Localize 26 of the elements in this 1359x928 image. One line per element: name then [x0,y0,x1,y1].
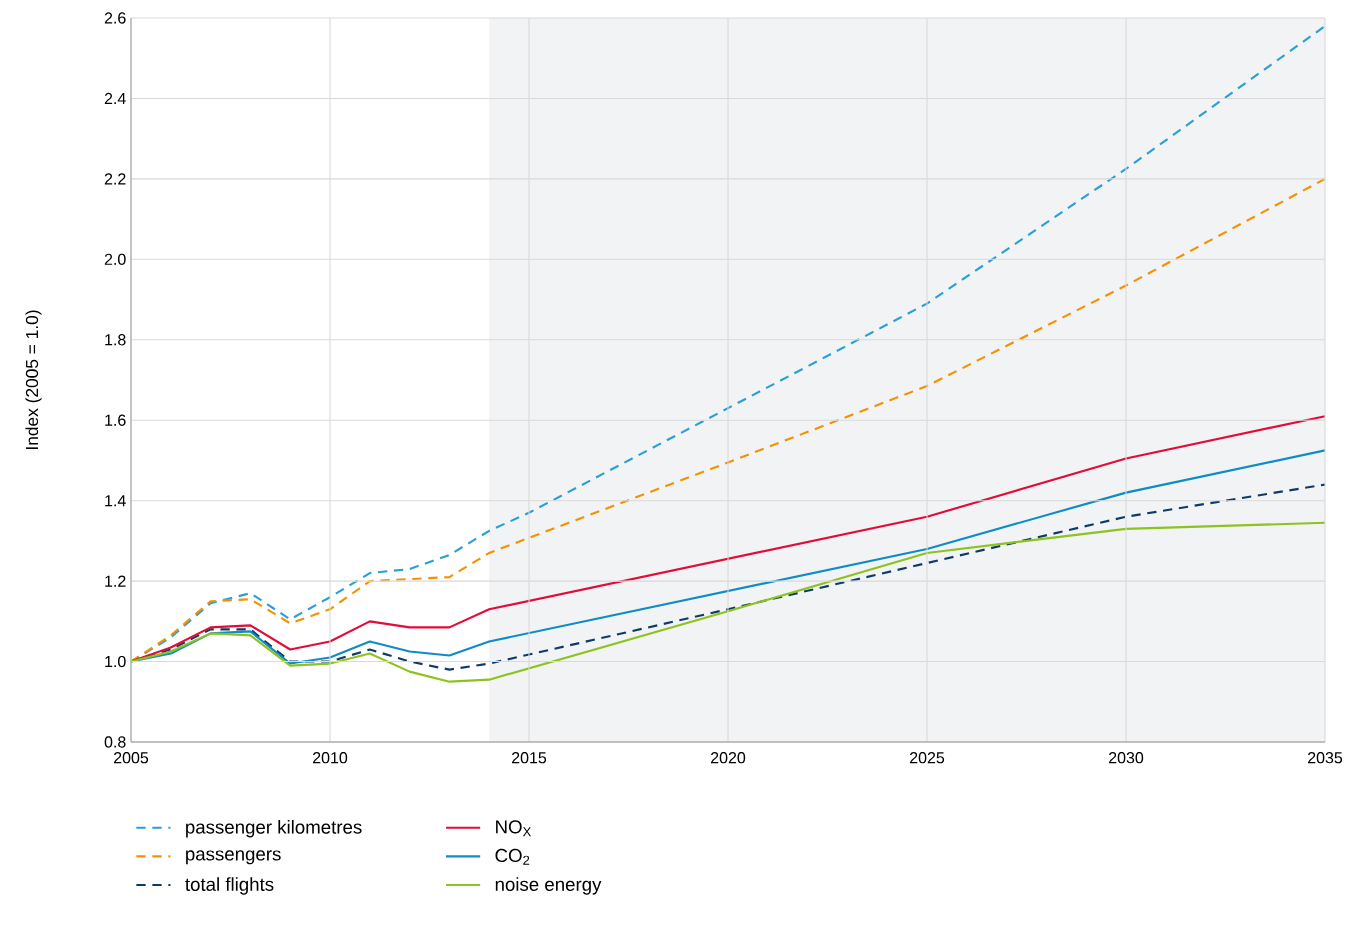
legend-label: passenger kilometres [186,820,362,838]
y-tick-label: 1.6 [105,414,126,426]
y-tick-label: 0.8 [104,736,126,748]
x-tick-label: 2025 [910,752,945,764]
legend-label: total flights [185,877,274,895]
y-axis-title: Index (2005 = 1.0) [25,310,42,449]
y-tick-label: 2.2 [104,173,126,185]
x-tick-label: 2035 [1308,752,1343,764]
y-tick-label: 2.4 [104,92,126,105]
x-tick-label: 2015 [512,752,547,764]
y-tick-label: 2.6 [104,12,126,24]
line-series [129,177,1327,663]
y-tick-label: 1.0 [105,655,126,668]
line-series [129,521,1327,683]
legend-label: NO$_{X}$ [496,820,532,837]
y-tick-label: 1.2 [105,575,126,587]
x-tick-label: 2005 [114,752,149,764]
legend-label: noise energy [495,877,602,895]
x-tick-label: 2010 [313,752,348,764]
x-tick-label: 2030 [1109,752,1144,764]
legend-label: CO$_{2}$ [495,848,530,865]
y-tick-label: 2.0 [104,253,126,265]
x-tick-label: 2020 [711,752,746,764]
y-tick-label: 1.8 [105,334,126,346]
y-tick-label: 1.4 [105,495,126,507]
legend-label: passengers [186,850,281,865]
